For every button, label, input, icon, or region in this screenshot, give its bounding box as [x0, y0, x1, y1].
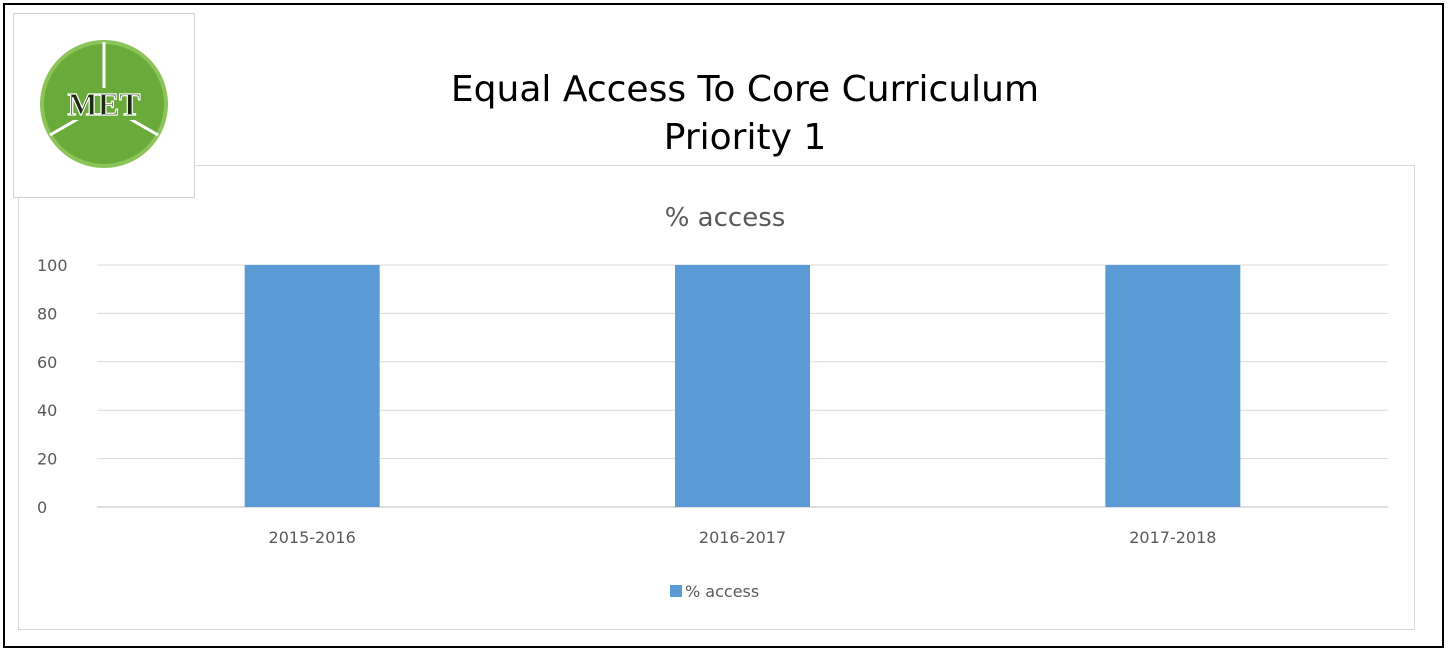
bar	[675, 265, 810, 507]
chart-area: % access 0 20 40 60 80 100 2015-2016 2016-2017…	[18, 165, 1415, 630]
legend-swatch	[670, 585, 682, 597]
page-frame	[3, 3, 1444, 648]
y-tick-label: 20	[37, 450, 57, 469]
x-tick-label: 2017-2018	[1129, 528, 1216, 547]
bar	[244, 265, 380, 507]
legend-label: % access	[685, 582, 759, 601]
logo: MET	[13, 13, 195, 198]
y-tick-label: 40	[37, 401, 57, 420]
x-tick-label: 2016-2017	[699, 528, 786, 547]
y-tick-label: 60	[37, 353, 57, 372]
y-tick-label: 100	[37, 256, 68, 275]
y-axis-ticks: 0 20 40 60 80 100	[37, 256, 68, 517]
chart-title: % access	[665, 203, 786, 233]
title-line-1: Equal Access To Core Curriculum	[450, 69, 1040, 110]
y-tick-label: 80	[37, 304, 57, 323]
legend: % access	[670, 582, 759, 601]
met-logo-icon: MET	[40, 40, 168, 168]
title-line-2: Priority 1	[663, 117, 827, 158]
page-title: Equal Access To Core Curriculum Priority…	[330, 66, 1160, 162]
bars	[244, 265, 1241, 507]
x-tick-label: 2015-2016	[269, 528, 356, 547]
bar	[1105, 265, 1241, 507]
bar-chart: % access 0 20 40 60 80 100 2015-2016 2016-2017…	[37, 203, 1388, 601]
x-axis-ticks: 2015-2016 2016-2017 2017-2018	[269, 528, 1217, 547]
y-tick-label: 0	[37, 498, 47, 517]
logo-text: MET	[68, 86, 141, 122]
